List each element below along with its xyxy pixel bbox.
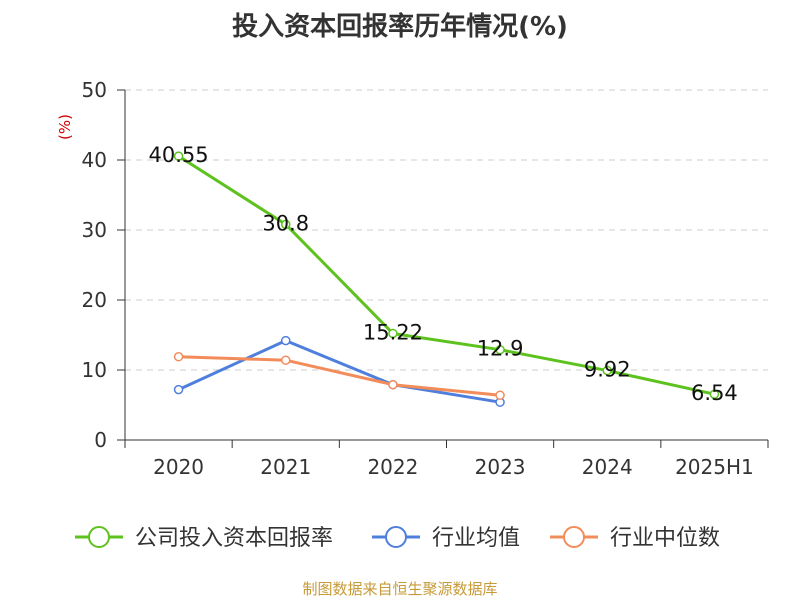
data-point: [388, 328, 398, 339]
data-point: [495, 390, 505, 400]
x-tick-label: 2022: [367, 455, 418, 479]
series-line: [177, 154, 715, 396]
data-label: 9.92: [584, 358, 631, 382]
legend-label: 行业均值: [432, 526, 520, 551]
data-point: [173, 351, 184, 362]
legend-label: 行业中位数: [610, 526, 720, 551]
data-label: 15.22: [363, 320, 423, 344]
y-axis-label: (%): [56, 114, 74, 140]
y-tick-label: 40: [82, 148, 107, 172]
chart-title: 投入资本回报率历年情况(%): [232, 12, 568, 42]
legend-marker: [385, 526, 407, 548]
data-point: [281, 219, 291, 230]
legend-marker: [88, 526, 110, 548]
legend-label: 公司投入资本回报率: [135, 526, 333, 551]
data-label: 6.54: [691, 381, 738, 405]
x-tick-label: 2023: [475, 455, 526, 479]
y-tick-label: 30: [82, 218, 107, 242]
series-line: [177, 339, 501, 404]
x-tick-label: 2020: [153, 455, 204, 479]
data-label: 40.55: [149, 143, 209, 167]
source-footer: 制图数据来自恒生聚源数据库: [302, 580, 498, 598]
y-tick-label: 10: [82, 358, 107, 382]
x-tick-label: 2024: [582, 455, 633, 479]
data-point: [602, 365, 612, 376]
data-point: [388, 379, 398, 390]
x-tick-label: 2025H1: [675, 455, 754, 479]
data-point: [709, 389, 720, 399]
data-point: [495, 344, 505, 355]
legend-marker: [563, 526, 585, 548]
y-tick-label: 50: [82, 78, 107, 102]
y-tick-label: 20: [82, 288, 107, 312]
y-tick-label: 0: [94, 428, 107, 452]
data-point: [173, 384, 184, 395]
series-line: [178, 355, 501, 397]
data-point: [281, 335, 291, 346]
data-point: [173, 151, 184, 161]
data-point: [281, 355, 291, 365]
x-tick-label: 2021: [260, 455, 311, 479]
data-label: 30.8: [262, 211, 309, 235]
data-label: 12.9: [477, 337, 524, 361]
